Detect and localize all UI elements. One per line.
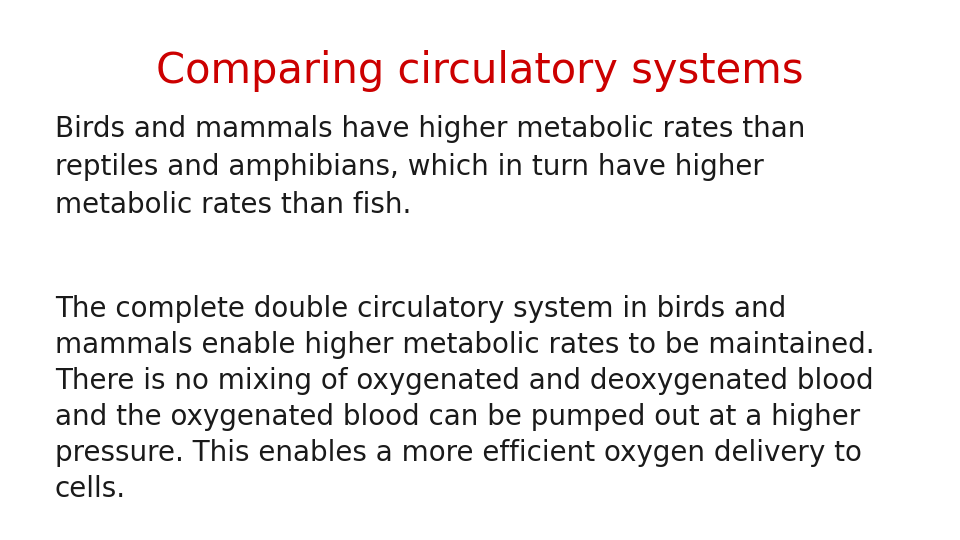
Text: The complete double circulatory system in birds and: The complete double circulatory system i…: [55, 295, 786, 323]
Text: and the oxygenated blood can be pumped out at a higher: and the oxygenated blood can be pumped o…: [55, 403, 860, 431]
Text: mammals enable higher metabolic rates to be maintained.: mammals enable higher metabolic rates to…: [55, 331, 875, 359]
Text: pressure. This enables a more efficient oxygen delivery to: pressure. This enables a more efficient …: [55, 439, 862, 467]
Text: Birds and mammals have higher metabolic rates than: Birds and mammals have higher metabolic …: [55, 115, 805, 143]
Text: cells.: cells.: [55, 475, 126, 503]
Text: metabolic rates than fish.: metabolic rates than fish.: [55, 191, 412, 219]
Text: reptiles and amphibians, which in turn have higher: reptiles and amphibians, which in turn h…: [55, 153, 764, 181]
Text: There is no mixing of oxygenated and deoxygenated blood: There is no mixing of oxygenated and deo…: [55, 367, 874, 395]
Text: Comparing circulatory systems: Comparing circulatory systems: [156, 50, 804, 92]
